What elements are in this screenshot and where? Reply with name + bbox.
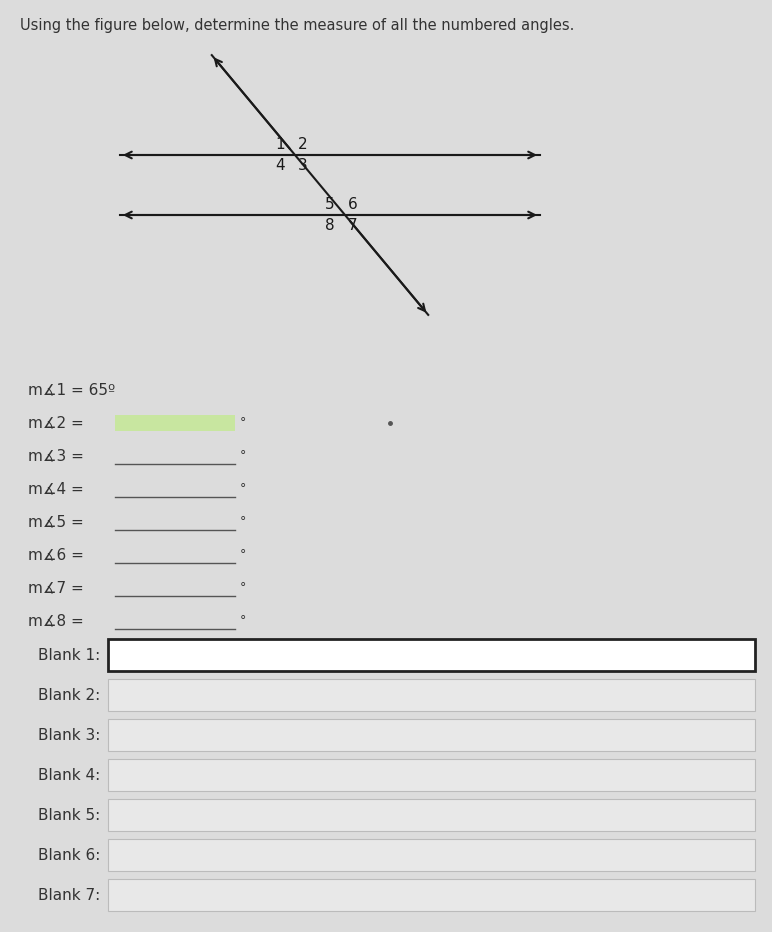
Text: m∡5 =: m∡5 = bbox=[28, 514, 83, 529]
Bar bbox=[115, 415, 235, 431]
Text: 2: 2 bbox=[298, 137, 307, 152]
Text: Blank 2:: Blank 2: bbox=[38, 688, 100, 703]
Text: 6: 6 bbox=[348, 197, 357, 212]
Text: °: ° bbox=[240, 582, 246, 595]
Text: Blank 7:: Blank 7: bbox=[38, 887, 100, 902]
Text: °: ° bbox=[240, 483, 246, 496]
Text: °: ° bbox=[240, 614, 246, 627]
Text: °: ° bbox=[240, 549, 246, 561]
Text: Blank 1:: Blank 1: bbox=[38, 648, 100, 663]
Bar bbox=[108, 879, 755, 911]
Text: m∡7 =: m∡7 = bbox=[28, 581, 83, 596]
Bar bbox=[108, 679, 755, 711]
Text: 8: 8 bbox=[325, 218, 335, 233]
Text: 4: 4 bbox=[276, 158, 285, 173]
Text: m∡8 =: m∡8 = bbox=[28, 613, 83, 628]
Bar bbox=[108, 719, 755, 751]
Text: Blank 3:: Blank 3: bbox=[38, 728, 100, 743]
Text: Blank 6:: Blank 6: bbox=[38, 847, 100, 862]
Text: 7: 7 bbox=[348, 218, 357, 233]
Text: m∡6 =: m∡6 = bbox=[28, 547, 84, 563]
Text: 5: 5 bbox=[325, 197, 335, 212]
Text: 3: 3 bbox=[298, 158, 308, 173]
Text: Blank 5:: Blank 5: bbox=[38, 807, 100, 823]
Text: m∡4 =: m∡4 = bbox=[28, 482, 83, 497]
Text: °: ° bbox=[240, 515, 246, 528]
Text: Using the figure below, determine the measure of all the numbered angles.: Using the figure below, determine the me… bbox=[20, 18, 574, 33]
Text: m∡2 =: m∡2 = bbox=[28, 416, 83, 431]
Text: Blank 4:: Blank 4: bbox=[38, 767, 100, 783]
Text: m∡3 =: m∡3 = bbox=[28, 448, 84, 463]
Text: 1: 1 bbox=[276, 137, 285, 152]
Bar bbox=[108, 839, 755, 871]
Text: °: ° bbox=[240, 417, 246, 430]
Bar bbox=[108, 639, 755, 671]
Bar bbox=[108, 799, 755, 831]
Bar bbox=[108, 759, 755, 791]
Text: °: ° bbox=[240, 449, 246, 462]
Text: m∡1 = 65º: m∡1 = 65º bbox=[28, 382, 115, 398]
